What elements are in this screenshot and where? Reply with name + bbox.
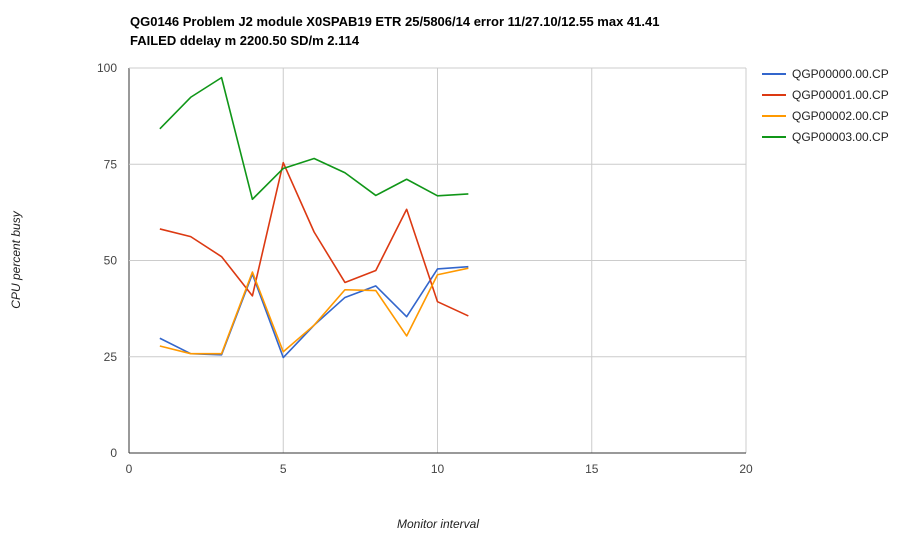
legend-label-2: QGP00002.00.CP — [792, 109, 889, 123]
tick-labels: 0 5 10 15 20 0 25 50 75 100 — [97, 61, 753, 476]
series-line-2 — [159, 267, 469, 355]
legend: QGP00000.00.CP QGP00001.00.CP QGP00002.00.… — [762, 67, 889, 144]
y-tick-label: 0 — [110, 446, 117, 460]
x-tick-label: 0 — [126, 462, 133, 476]
series-line-1 — [159, 161, 469, 317]
x-tick-label: 10 — [431, 462, 445, 476]
chart-title-line-2: FAILED ddelay m 2200.50 SD/m 2.114 — [130, 33, 360, 48]
legend-label-1: QGP00001.00.CP — [792, 88, 889, 102]
legend-label-0: QGP00000.00.CP — [792, 67, 889, 81]
x-tick-label: 20 — [739, 462, 753, 476]
chart-title-line-1: QG0146 Problem J2 module X0SPAB19 ETR 25… — [130, 14, 659, 29]
x-axis-title: Monitor interval — [397, 517, 479, 531]
y-tick-label: 75 — [104, 157, 118, 171]
y-tick-label: 100 — [97, 61, 117, 75]
gridlines — [128, 67, 747, 454]
series-line-3 — [159, 76, 469, 201]
y-axis-title: CPU percent busy — [9, 210, 23, 308]
series-line-0 — [159, 265, 469, 359]
y-tick-label: 50 — [104, 254, 118, 268]
x-tick-label: 5 — [280, 462, 287, 476]
y-tick-label: 25 — [104, 350, 118, 364]
series-lines — [159, 76, 469, 359]
legend-label-3: QGP00003.00.CP — [792, 130, 889, 144]
x-tick-label: 15 — [585, 462, 599, 476]
